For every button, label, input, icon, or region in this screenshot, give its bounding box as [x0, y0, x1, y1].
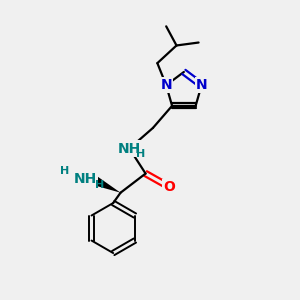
Text: NH: NH	[118, 142, 141, 155]
Text: N: N	[196, 78, 207, 92]
Polygon shape	[90, 175, 121, 193]
Text: H: H	[136, 149, 145, 159]
Text: H: H	[60, 166, 69, 176]
Text: NH: NH	[74, 172, 97, 186]
Text: H: H	[95, 180, 105, 190]
Text: N: N	[160, 78, 172, 92]
Text: O: O	[163, 180, 175, 194]
